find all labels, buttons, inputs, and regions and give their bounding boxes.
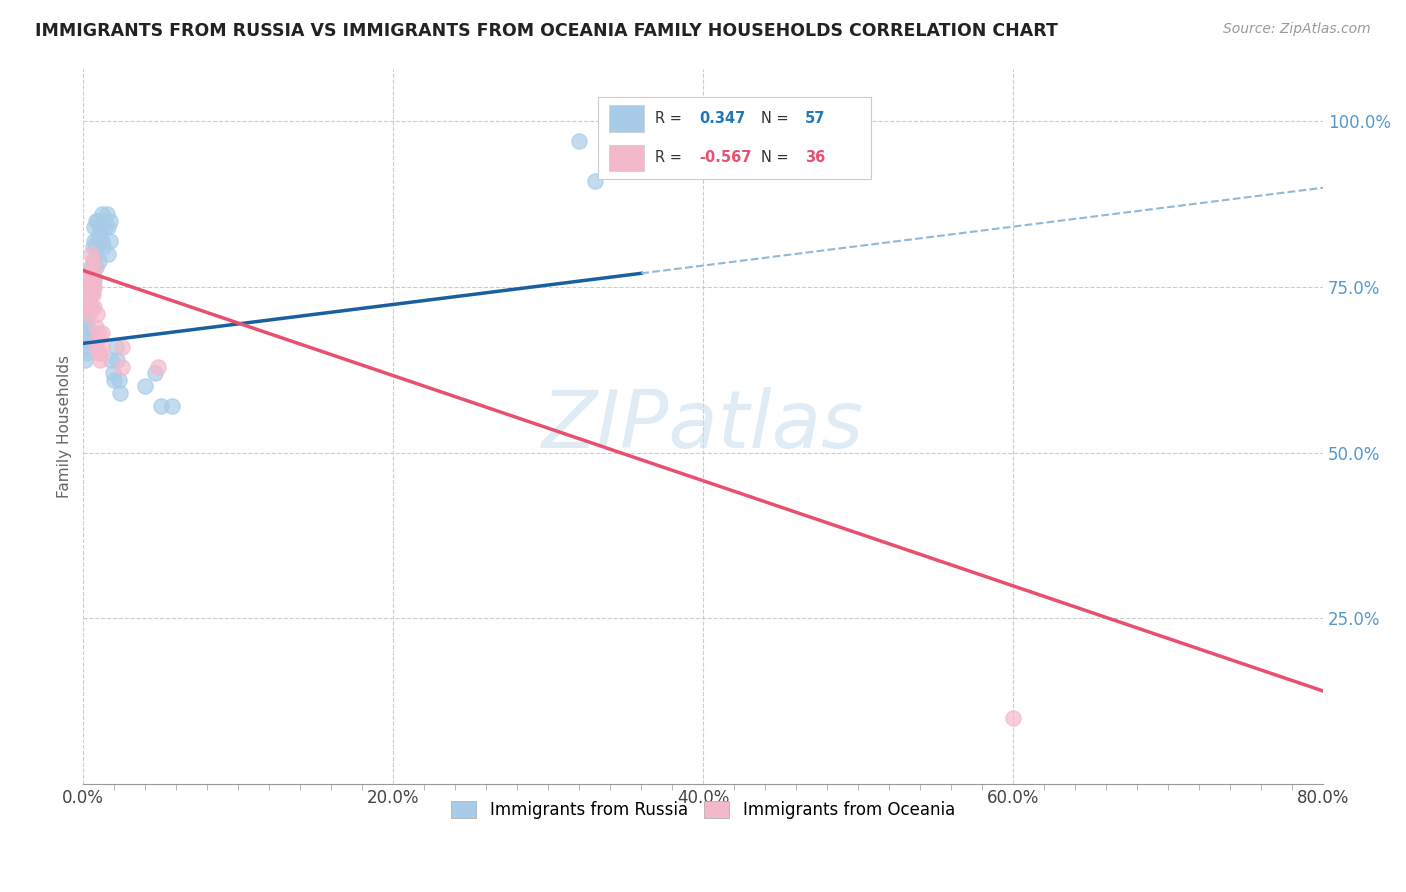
Point [84, 214, 107, 228]
Point [73, 340, 96, 354]
Y-axis label: Family Households: Family Households [58, 355, 72, 498]
Text: Source: ZipAtlas.com: Source: ZipAtlas.com [1223, 22, 1371, 37]
Point [80, 300, 103, 314]
Point [79, 300, 101, 314]
Point [77, 300, 100, 314]
Point [93, 214, 115, 228]
Point [75, 280, 97, 294]
Text: ZIPatlas: ZIPatlas [543, 387, 865, 465]
Point [80, 286, 103, 301]
Point [77, 293, 100, 308]
Point [82, 253, 104, 268]
Point [75, 313, 97, 327]
Point [160, 399, 183, 413]
Point [87, 253, 110, 268]
Point [80, 267, 103, 281]
Point [83, 273, 105, 287]
Point [80, 247, 103, 261]
Point [82, 280, 104, 294]
Point [80, 300, 103, 314]
Point [79, 307, 101, 321]
Point [104, 340, 127, 354]
Point [87, 227, 110, 241]
Point [75, 267, 97, 281]
Point [84, 340, 107, 354]
Point [87, 326, 110, 341]
Point [90, 207, 112, 221]
Point [84, 260, 107, 275]
Point [82, 253, 104, 268]
Point [86, 307, 108, 321]
Point [1002, 710, 1025, 724]
Point [90, 234, 112, 248]
Legend: Immigrants from Russia, Immigrants from Oceania: Immigrants from Russia, Immigrants from … [444, 794, 962, 825]
Point [79, 280, 101, 294]
Point [86, 234, 108, 248]
Point [79, 280, 101, 294]
Point [80, 273, 103, 287]
Point [75, 307, 97, 321]
Point [83, 300, 105, 314]
Point [108, 373, 131, 387]
Point [93, 240, 115, 254]
Point [103, 373, 125, 387]
Point [73, 326, 96, 341]
Point [89, 220, 111, 235]
Point [94, 220, 117, 235]
Point [100, 352, 122, 367]
Point [84, 240, 107, 254]
Point [77, 300, 100, 314]
Point [79, 273, 101, 287]
Point [98, 234, 121, 248]
Point [82, 267, 104, 281]
Point [83, 260, 105, 275]
Point [568, 134, 591, 148]
Point [80, 260, 103, 275]
Point [82, 286, 104, 301]
Point [143, 366, 166, 380]
Point [79, 293, 101, 308]
Point [105, 352, 128, 367]
Point [96, 207, 118, 221]
Point [149, 399, 172, 413]
Point [110, 386, 132, 401]
Point [80, 286, 103, 301]
Point [83, 234, 105, 248]
Point [86, 214, 108, 228]
Point [77, 267, 100, 281]
Point [89, 352, 111, 367]
Point [75, 346, 97, 360]
Point [79, 326, 101, 341]
Point [83, 253, 105, 268]
Point [77, 333, 100, 347]
Point [86, 333, 108, 347]
Point [90, 326, 112, 341]
Point [90, 340, 112, 354]
Point [111, 359, 134, 374]
Point [97, 220, 120, 235]
Point [77, 280, 100, 294]
Point [98, 214, 121, 228]
Point [134, 379, 156, 393]
Point [84, 319, 107, 334]
Point [79, 267, 101, 281]
Point [89, 346, 111, 360]
Point [82, 273, 104, 287]
Point [101, 366, 124, 380]
Point [583, 174, 606, 188]
Point [73, 286, 96, 301]
Point [77, 319, 100, 334]
Point [73, 352, 96, 367]
Point [83, 280, 105, 294]
Point [87, 346, 110, 360]
Point [82, 240, 104, 254]
Text: IMMIGRANTS FROM RUSSIA VS IMMIGRANTS FROM OCEANIA FAMILY HOUSEHOLDS CORRELATION : IMMIGRANTS FROM RUSSIA VS IMMIGRANTS FRO… [35, 22, 1059, 40]
Point [111, 340, 134, 354]
Point [75, 293, 97, 308]
Point [73, 273, 96, 287]
Point [146, 359, 169, 374]
Point [83, 220, 105, 235]
Point [97, 247, 120, 261]
